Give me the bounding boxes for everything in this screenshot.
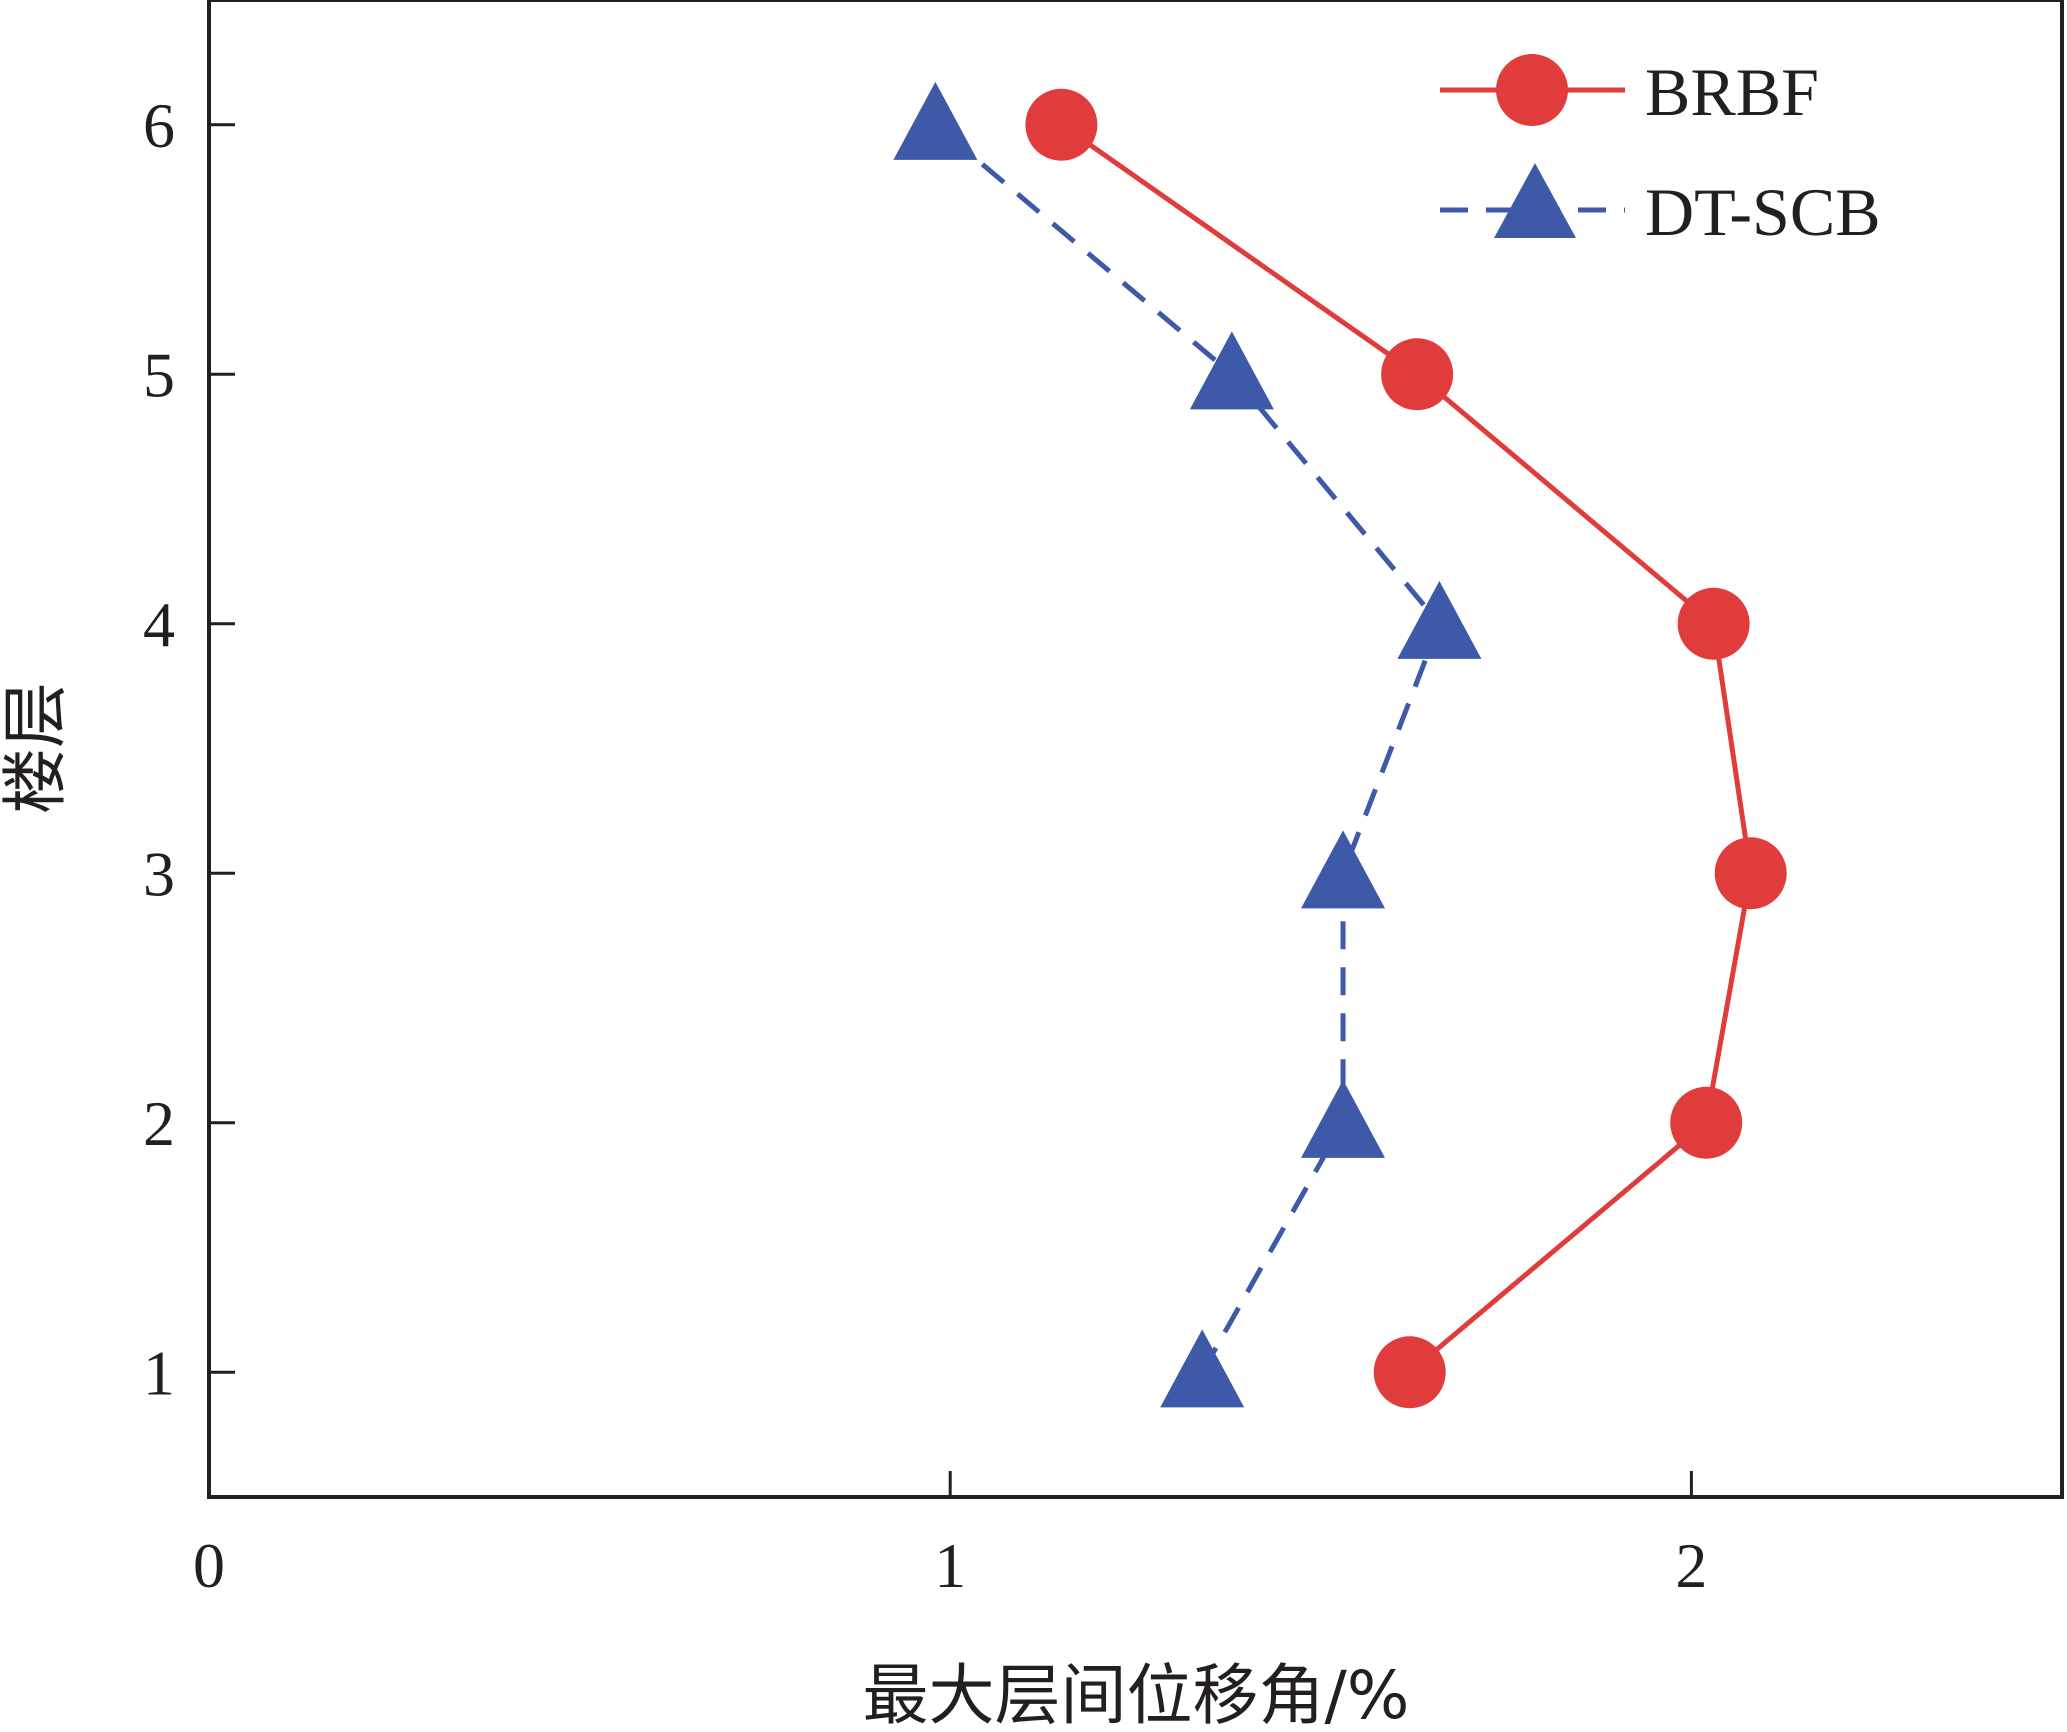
legend-marker-brbf [1496, 54, 1568, 126]
point-brbf-1 [1670, 1086, 1743, 1159]
point-dt-scb-4 [1189, 331, 1274, 410]
y-tick-label-5: 6 [143, 90, 175, 161]
x-tick-label-2: 2 [1675, 1530, 1707, 1601]
legend-label-dt-scb: DT-SCB [1645, 174, 1881, 250]
point-dt-scb-1 [1301, 1079, 1386, 1158]
point-dt-scb-2 [1301, 830, 1386, 909]
y-tick-label-0: 1 [143, 1337, 175, 1408]
axes-layer: 0 1 2 1 2 3 4 5 6 [143, 90, 1707, 1601]
point-brbf-3 [1677, 587, 1750, 660]
point-brbf-0 [1373, 1336, 1446, 1409]
legend-marker-dt-scb [1494, 163, 1576, 238]
point-brbf-5 [1025, 88, 1098, 161]
y-tick-label-3: 4 [143, 589, 175, 660]
y-tick-label-2: 3 [143, 838, 175, 909]
point-dt-scb-0 [1160, 1329, 1245, 1408]
point-brbf-4 [1381, 338, 1454, 411]
legend: BRBF DT-SCB [1440, 54, 1881, 250]
series-layer [893, 81, 1787, 1409]
legend-label-brbf: BRBF [1645, 54, 1819, 130]
point-dt-scb-5 [893, 81, 978, 160]
x-axis-title: 最大层间位移角/% [863, 1657, 1410, 1732]
series-line-brbf [1059, 122, 1754, 1375]
y-tick-label-1: 2 [143, 1088, 175, 1159]
series-line-dt-scb [933, 122, 1443, 1374]
point-dt-scb-3 [1397, 580, 1482, 659]
y-tick-label-4: 5 [143, 339, 175, 410]
x-tick-label-1: 1 [934, 1530, 966, 1601]
point-brbf-2 [1714, 837, 1787, 910]
plot-frame [207, 0, 2064, 1499]
y-axis-title: 楼层 [0, 682, 74, 814]
x-tick-label-0: 0 [193, 1530, 225, 1601]
